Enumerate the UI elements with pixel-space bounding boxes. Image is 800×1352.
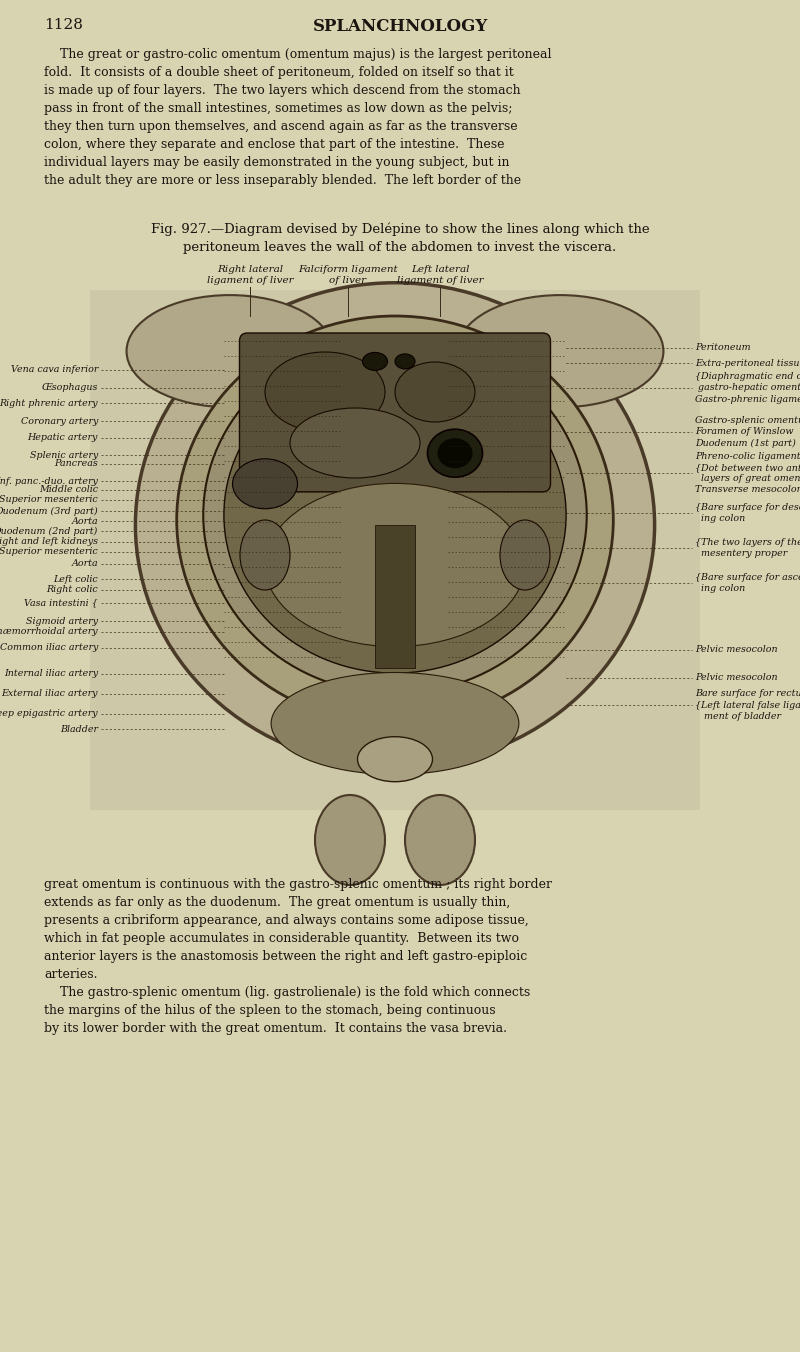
- Text: Right phrenic artery: Right phrenic artery: [0, 399, 98, 407]
- Text: Vena cava inferior: Vena cava inferior: [10, 365, 98, 375]
- Text: Inf. panc.-duo. artery: Inf. panc.-duo. artery: [0, 476, 98, 485]
- Ellipse shape: [126, 295, 333, 407]
- Text: 1128: 1128: [44, 18, 83, 32]
- Text: Splenic artery: Splenic artery: [30, 450, 98, 460]
- Ellipse shape: [224, 357, 566, 673]
- Text: Œsophagus: Œsophagus: [42, 384, 98, 392]
- Text: Left colic: Left colic: [54, 575, 98, 584]
- Text: Bare surface for rectum
{Left lateral false liga-
   ment of bladder: Bare surface for rectum {Left lateral fa…: [695, 690, 800, 721]
- Text: Internal iliac artery: Internal iliac artery: [4, 669, 98, 679]
- Text: Sigmoid artery: Sigmoid artery: [26, 617, 98, 626]
- FancyBboxPatch shape: [239, 333, 550, 492]
- Ellipse shape: [358, 737, 433, 781]
- Text: Vasa intestini {: Vasa intestini {: [24, 599, 98, 607]
- Text: {The two layers of the
  mesentery proper: {The two layers of the mesentery proper: [695, 538, 800, 558]
- Ellipse shape: [500, 521, 550, 589]
- Bar: [90, 289, 700, 810]
- Ellipse shape: [438, 438, 473, 468]
- Ellipse shape: [405, 795, 475, 886]
- Text: The great or gastro-colic omentum (omentum majus) is the largest peritoneal
fold: The great or gastro-colic omentum (oment…: [44, 49, 551, 187]
- Text: Pancreas: Pancreas: [54, 460, 98, 469]
- Text: Right lateral
ligament of liver: Right lateral ligament of liver: [206, 265, 294, 285]
- Text: Fig. 927.—Diagram devised by Delépine to show the lines along which the
peritone: Fig. 927.—Diagram devised by Delépine to…: [150, 222, 650, 254]
- Text: Aorta: Aorta: [71, 516, 98, 526]
- Text: {Bare surface for descend-
  ing colon: {Bare surface for descend- ing colon: [695, 503, 800, 523]
- Text: Right colic: Right colic: [46, 585, 98, 595]
- Ellipse shape: [457, 295, 663, 407]
- Text: great omentum is continuous with the gastro-splenic omentum ; its right border
e: great omentum is continuous with the gas…: [44, 877, 552, 1036]
- Text: Left lateral
ligament of liver: Left lateral ligament of liver: [397, 265, 483, 285]
- Text: Hepatic artery: Hepatic artery: [28, 434, 98, 442]
- Text: Pelvic mesocolon: Pelvic mesocolon: [695, 673, 778, 683]
- Text: SPLANCHNOLOGY: SPLANCHNOLOGY: [312, 18, 488, 35]
- Text: Falciform ligament
of liver: Falciform ligament of liver: [298, 265, 398, 285]
- Text: Gastro-splenic omentum
Foramen of Winslow
Duodenum (1st part): Gastro-splenic omentum Foramen of Winslo…: [695, 416, 800, 448]
- Ellipse shape: [135, 283, 654, 767]
- Ellipse shape: [290, 408, 420, 479]
- Bar: [375, 525, 415, 668]
- Ellipse shape: [395, 362, 475, 422]
- Text: Common iliac artery: Common iliac artery: [0, 644, 98, 653]
- Text: Sup. hæmorrhoidal artery: Sup. hæmorrhoidal artery: [0, 627, 98, 637]
- Text: Peritoneum: Peritoneum: [695, 343, 750, 353]
- Text: Middle colic: Middle colic: [39, 485, 98, 495]
- Ellipse shape: [266, 484, 525, 646]
- Ellipse shape: [271, 672, 519, 775]
- Text: Extra-peritoneal tissue: Extra-peritoneal tissue: [695, 358, 800, 368]
- Text: {Bare surface for ascend-
  ing colon: {Bare surface for ascend- ing colon: [695, 573, 800, 594]
- Ellipse shape: [362, 353, 387, 370]
- Ellipse shape: [395, 354, 415, 369]
- Text: Bladder: Bladder: [60, 725, 98, 734]
- Text: {Diaphragmatic end of
 gastro-hepatic omentum
Gastro-phrenic ligament: {Diaphragmatic end of gastro-hepatic ome…: [695, 372, 800, 404]
- Text: Superior mesenteric: Superior mesenteric: [0, 548, 98, 557]
- Text: Aorta: Aorta: [71, 560, 98, 568]
- Ellipse shape: [315, 795, 385, 886]
- Text: Pelvic mesocolon: Pelvic mesocolon: [695, 645, 778, 654]
- Text: Superior mesenteric: Superior mesenteric: [0, 495, 98, 504]
- Text: Deep epigastric artery: Deep epigastric artery: [0, 710, 98, 718]
- Ellipse shape: [427, 429, 482, 477]
- Text: Coronary artery: Coronary artery: [21, 416, 98, 426]
- Ellipse shape: [240, 521, 290, 589]
- Ellipse shape: [233, 458, 298, 508]
- Ellipse shape: [265, 352, 385, 433]
- Text: External iliac artery: External iliac artery: [2, 690, 98, 699]
- Text: Duodenum (3rd part): Duodenum (3rd part): [0, 507, 98, 515]
- Text: Duodenum (2nd part): Duodenum (2nd part): [0, 526, 98, 535]
- Text: Phreno-colic ligament
{Dot between two anterior
  layers of great omentum
Transv: Phreno-colic ligament {Dot between two a…: [695, 452, 800, 493]
- Ellipse shape: [177, 316, 614, 725]
- Ellipse shape: [203, 337, 586, 694]
- Text: Right and left kidneys: Right and left kidneys: [0, 538, 98, 546]
